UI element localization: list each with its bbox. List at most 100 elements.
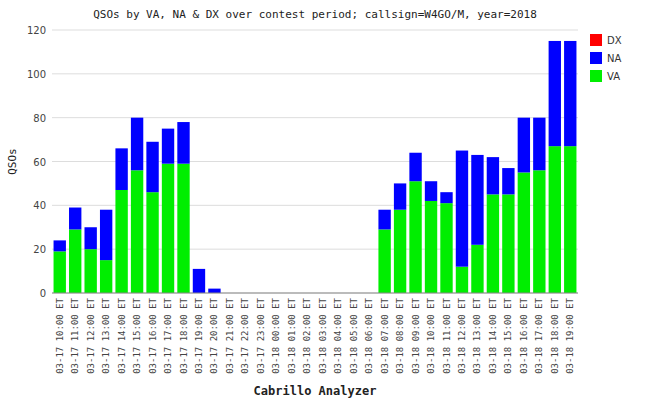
- bar: [425, 181, 437, 201]
- bar: [471, 245, 483, 293]
- bar: [471, 154, 483, 155]
- bar: [564, 41, 576, 146]
- x-tick-label: 03-18 05:00 ET: [349, 297, 359, 373]
- bar: [487, 157, 499, 194]
- bar: [440, 192, 452, 203]
- legend-swatch: [590, 34, 602, 46]
- bar: [549, 40, 561, 41]
- bar: [394, 183, 406, 184]
- bar: [146, 192, 158, 293]
- bar: [487, 194, 499, 293]
- grid-line: [52, 73, 578, 74]
- bar: [177, 122, 189, 164]
- bar: [409, 152, 421, 153]
- x-tick-label: 03-17 10:00 ET: [55, 297, 65, 373]
- bar: [440, 203, 452, 293]
- x-tick-label: 03-17 22:00 ET: [240, 297, 250, 373]
- x-tick-label: 03-18 19:00 ET: [565, 297, 575, 373]
- x-tick-label: 03-17 13:00 ET: [101, 297, 111, 373]
- x-tick-label: 03-17 16:00 ET: [148, 297, 158, 373]
- y-tick-label: 120: [27, 25, 46, 36]
- x-tick-label: 03-17 11:00 ET: [70, 297, 80, 373]
- x-tick-label: 03-18 14:00 ET: [488, 297, 498, 373]
- x-tick-label: 03-17 18:00 ET: [179, 297, 189, 373]
- bar: [131, 118, 143, 171]
- bar: [177, 122, 189, 123]
- bar: [146, 142, 158, 192]
- bar: [84, 227, 96, 228]
- bar: [115, 148, 127, 149]
- x-tick-label: 03-18 10:00 ET: [426, 297, 436, 373]
- bar: [394, 183, 406, 209]
- chart: QSOs by VA, NA & DX over contest period;…: [0, 0, 650, 405]
- bar: [162, 164, 174, 293]
- bar: [549, 41, 561, 146]
- bar: [456, 267, 468, 293]
- x-tick-label: 03-17 20:00 ET: [209, 297, 219, 373]
- y-tick-label: 0: [40, 288, 46, 299]
- bar: [208, 288, 220, 289]
- bar: [115, 148, 127, 190]
- x-tick-label: 03-18 13:00 ET: [472, 297, 482, 373]
- bar: [394, 210, 406, 293]
- bar: [378, 229, 390, 293]
- x-tick-label: 03-17 17:00 ET: [163, 297, 173, 373]
- bar: [84, 249, 96, 293]
- x-tick-label: 03-17 21:00 ET: [225, 297, 235, 373]
- bar: [564, 40, 576, 41]
- y-tick-label: 80: [33, 113, 46, 124]
- bar: [564, 146, 576, 293]
- legend-label: NA: [607, 53, 621, 64]
- bar: [146, 141, 158, 142]
- legend-swatch: [590, 70, 602, 82]
- x-tick-label: 03-18 11:00 ET: [442, 297, 452, 373]
- x-tick-label: 03-17 12:00 ET: [86, 297, 96, 373]
- y-tick-label: 40: [33, 200, 46, 211]
- bar: [533, 170, 545, 293]
- bar: [162, 129, 174, 164]
- bar: [208, 289, 220, 293]
- bar: [440, 192, 452, 193]
- bar: [100, 260, 112, 293]
- bar: [54, 240, 66, 241]
- x-axis-line: [52, 293, 578, 294]
- bars: [54, 41, 577, 293]
- y-tick-label: 20: [33, 244, 46, 255]
- bar: [456, 150, 468, 151]
- bar: [378, 209, 390, 210]
- bar: [502, 168, 514, 194]
- bar: [378, 210, 390, 230]
- legend-label: VA: [607, 71, 620, 82]
- bar: [162, 128, 174, 129]
- bar: [69, 229, 81, 293]
- x-tick-label: 03-17 15:00 ET: [132, 297, 142, 373]
- bar: [69, 208, 81, 230]
- bar: [487, 157, 499, 158]
- legend-label: DX: [607, 35, 622, 46]
- x-tick-label: 03-18 00:00 ET: [271, 297, 281, 373]
- bar: [409, 181, 421, 293]
- bar: [115, 190, 127, 293]
- legend: DX NA VA: [590, 34, 622, 82]
- x-tick-label: 03-18 12:00 ET: [457, 297, 467, 373]
- bar: [409, 153, 421, 181]
- x-tick-label: 03-18 07:00 ET: [380, 297, 390, 373]
- x-tick-label: 03-18 03:00 ET: [318, 297, 328, 373]
- bar: [69, 207, 81, 208]
- bar: [100, 209, 112, 210]
- title: QSOs by VA, NA & DX over contest period;…: [93, 8, 537, 21]
- y-tick-label: 100: [27, 69, 46, 80]
- x-axis-label: Cabrillo Analyzer: [254, 384, 377, 398]
- x-tick-label: 03-18 16:00 ET: [519, 297, 529, 373]
- grid-line: [52, 293, 578, 294]
- x-tick-label: 03-18 06:00 ET: [364, 297, 374, 373]
- bar: [502, 168, 514, 169]
- bar: [502, 194, 514, 293]
- bar: [54, 251, 66, 293]
- x-tick-label: 03-17 23:00 ET: [256, 297, 266, 373]
- legend-swatch: [590, 52, 602, 64]
- grid-line: [52, 30, 578, 31]
- bar: [425, 201, 437, 293]
- x-tick-label: 03-18 09:00 ET: [411, 297, 421, 373]
- x-tick-label: 03-18 04:00 ET: [333, 297, 343, 373]
